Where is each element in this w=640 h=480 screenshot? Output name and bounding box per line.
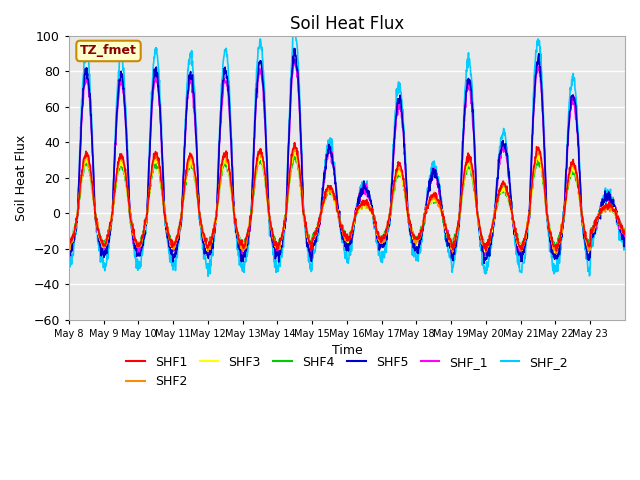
SHF5 [480, 260, 488, 266]
SHF_2 [479, 259, 486, 264]
SHF_2 [621, 237, 629, 243]
Line: SHF2: SHF2 [69, 147, 625, 253]
Line: SHF_1: SHF_1 [69, 60, 625, 256]
SHF3 [479, 241, 486, 247]
SHF_1 [621, 228, 629, 234]
Title: Soil Heat Flux: Soil Heat Flux [290, 15, 404, 33]
SHF3 [291, 150, 298, 156]
SHF4 [291, 152, 298, 158]
SHF_1 [333, 194, 340, 200]
SHF4 [614, 218, 622, 224]
SHF_1 [479, 238, 486, 244]
SHF4 [333, 208, 340, 214]
SHF1 [152, 152, 160, 157]
Line: SHF1: SHF1 [69, 143, 625, 251]
SHF2 [333, 205, 340, 211]
Text: TZ_fmet: TZ_fmet [80, 45, 137, 58]
Legend: SHF1, SHF2, SHF3, SHF4, SHF5, SHF_1, SHF_2: SHF1, SHF2, SHF3, SHF4, SHF5, SHF_1, SHF… [121, 351, 573, 393]
SHF1 [621, 231, 629, 237]
SHF_2 [204, 273, 212, 279]
SHF4 [560, 212, 568, 217]
SHF5 [621, 237, 629, 242]
SHF2 [479, 241, 486, 247]
SHF1 [614, 216, 622, 222]
SHF_1 [560, 211, 568, 216]
SHF1 [553, 248, 561, 254]
SHF5 [323, 158, 330, 164]
SHF5 [65, 249, 73, 254]
SHF_2 [333, 192, 341, 198]
SHF_2 [291, 24, 299, 30]
SHF3 [65, 241, 73, 247]
SHF2 [65, 241, 73, 247]
SHF_2 [152, 45, 160, 50]
X-axis label: Time: Time [332, 344, 362, 357]
SHF_2 [614, 224, 622, 230]
SHF2 [621, 227, 629, 232]
SHF_2 [560, 219, 568, 225]
SHF4 [517, 247, 525, 252]
SHF3 [614, 219, 622, 225]
Y-axis label: Soil Heat Flux: Soil Heat Flux [15, 135, 28, 221]
SHF2 [291, 144, 298, 150]
SHF4 [479, 238, 486, 243]
SHF3 [323, 193, 330, 199]
SHF_2 [65, 257, 73, 263]
SHF2 [552, 250, 559, 256]
SHF1 [291, 140, 298, 146]
SHF3 [551, 249, 559, 255]
SHF_1 [291, 57, 299, 62]
SHF4 [152, 162, 160, 168]
SHF5 [614, 219, 622, 225]
Line: SHF5: SHF5 [69, 48, 625, 263]
SHF1 [333, 201, 340, 206]
SHF5 [152, 66, 160, 72]
SHF5 [560, 204, 568, 210]
SHF4 [323, 193, 330, 199]
SHF3 [560, 210, 568, 216]
Line: SHF4: SHF4 [69, 155, 625, 250]
SHF5 [333, 192, 340, 198]
SHF3 [621, 228, 629, 234]
SHF1 [323, 188, 330, 194]
SHF1 [479, 234, 486, 240]
SHF5 [291, 46, 298, 51]
SHF2 [560, 210, 568, 216]
SHF5 [479, 248, 486, 254]
SHF_1 [481, 253, 489, 259]
SHF3 [152, 154, 160, 160]
SHF2 [614, 219, 622, 225]
SHF2 [152, 154, 160, 160]
SHF_1 [152, 71, 160, 77]
SHF4 [621, 227, 629, 232]
SHF_2 [323, 150, 330, 156]
SHF2 [323, 191, 330, 197]
SHF1 [560, 212, 568, 218]
SHF4 [65, 238, 73, 244]
Line: SHF_2: SHF_2 [69, 27, 625, 276]
SHF3 [333, 203, 340, 209]
SHF_1 [323, 160, 330, 166]
Line: SHF3: SHF3 [69, 153, 625, 252]
SHF1 [65, 240, 73, 245]
SHF_1 [65, 244, 73, 250]
SHF_1 [614, 215, 622, 221]
